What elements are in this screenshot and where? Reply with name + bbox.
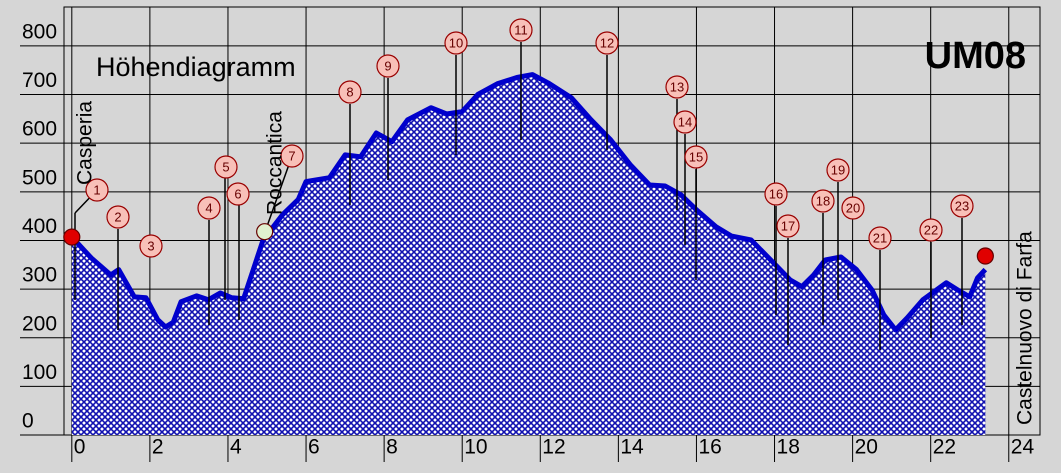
station-label: 2 (114, 209, 121, 224)
station-marker (776, 214, 800, 238)
y-tick-label: 800 (22, 20, 57, 43)
area-fill (71, 74, 986, 435)
station-label: 16 (769, 186, 783, 201)
x-tick-label: 24 (1011, 436, 1035, 459)
station-label: 6 (234, 186, 241, 201)
station-label: 22 (924, 222, 938, 237)
station-marker (214, 155, 238, 179)
x-tick-label: 12 (542, 436, 565, 459)
x-tick-label: 14 (620, 436, 644, 459)
station-marker (280, 144, 304, 168)
station-label: 19 (831, 162, 845, 177)
station-marker (444, 31, 468, 55)
station-marker (673, 110, 697, 134)
station-marker (826, 158, 850, 182)
station-marker (197, 196, 221, 220)
station-marker (338, 80, 362, 104)
x-tick-label: 2 (152, 436, 164, 459)
station-marker (509, 18, 533, 42)
station-label: 10 (449, 35, 463, 50)
station-marker (811, 189, 835, 213)
place-marker (256, 223, 274, 241)
station-label: 13 (670, 79, 684, 94)
y-tick-label: 400 (22, 215, 57, 238)
x-tick-label: 4 (230, 436, 242, 459)
station-label: 20 (846, 200, 860, 215)
station-label: 15 (689, 149, 703, 164)
station-label: 5 (222, 159, 229, 174)
x-tick-label: 18 (777, 436, 800, 459)
chart-title: Höhendiagramm (96, 52, 296, 82)
y-tick-label: 200 (22, 312, 57, 335)
place-label: Roccantica (264, 111, 287, 215)
route-code: UM08 (925, 35, 1026, 77)
station-marker (841, 196, 865, 220)
x-tick-label: 16 (698, 436, 721, 459)
x-tick-label: 10 (464, 436, 487, 459)
station-marker (376, 54, 400, 78)
station-label: 18 (816, 193, 830, 208)
y-tick-label: 600 (22, 118, 57, 141)
place-marker (63, 228, 81, 246)
station-label: 14 (678, 114, 692, 129)
station-marker (684, 145, 708, 169)
y-tick-label: 700 (22, 69, 57, 92)
station-label: 8 (346, 84, 353, 99)
y-tick-label: 100 (22, 361, 57, 384)
x-tick-label: 8 (386, 436, 398, 459)
station-label: 1 (93, 182, 100, 197)
station-marker (950, 194, 974, 218)
station-marker (85, 178, 109, 202)
station-label: 7 (288, 148, 295, 163)
profile-line (69, 72, 988, 333)
x-tick-label: 6 (308, 436, 320, 459)
station-label: 21 (873, 230, 887, 245)
station-stem (264, 155, 293, 233)
y-tick-label: 0 (22, 410, 34, 433)
y-tick-label: 500 (22, 166, 57, 189)
station-label: 17 (781, 218, 795, 233)
station-label: 12 (600, 35, 614, 50)
x-tick-label: 22 (933, 436, 956, 459)
station-label: 9 (384, 58, 391, 73)
place-label: Castelnuovo di Farfa (1014, 231, 1037, 425)
station-marker (919, 218, 943, 242)
station-marker (665, 75, 689, 99)
station-label: 3 (147, 238, 154, 253)
place-label: Casperia (74, 101, 97, 185)
station-marker (139, 234, 163, 258)
station-label: 23 (955, 198, 969, 213)
station-marker (595, 31, 619, 55)
station-marker (226, 182, 250, 206)
station-marker (868, 226, 892, 250)
station-label: 4 (205, 200, 212, 215)
station-marker (764, 182, 788, 206)
station-marker (106, 205, 130, 229)
x-tick-label: 0 (74, 436, 86, 459)
x-tick-label: 20 (855, 436, 878, 459)
place-marker (976, 247, 994, 265)
station-label: 11 (514, 22, 528, 37)
y-tick-label: 300 (22, 264, 57, 287)
